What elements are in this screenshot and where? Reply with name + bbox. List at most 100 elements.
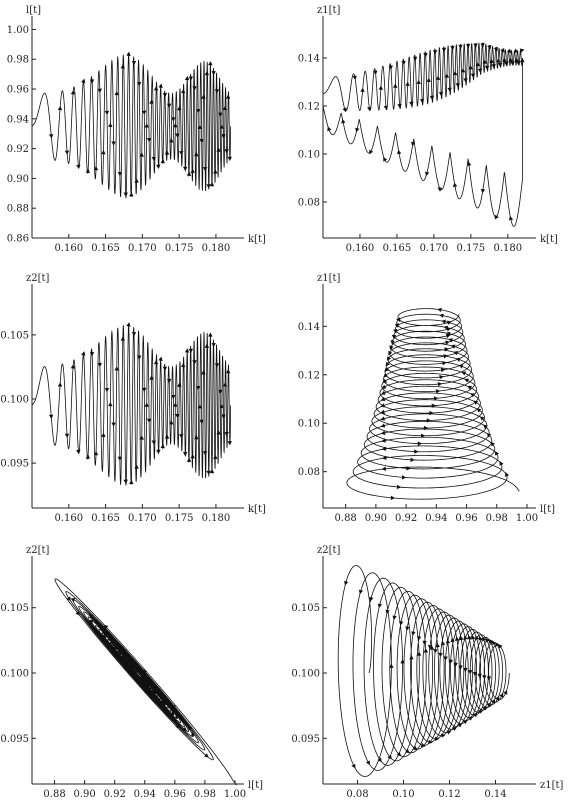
trajectory-arrowhead: [466, 161, 472, 166]
trajectory-arrowhead: [151, 440, 156, 445]
trajectory-arrowhead: [57, 105, 63, 111]
trajectory-arrowhead: [422, 640, 427, 646]
trajectory-arrowhead: [445, 340, 450, 345]
y-tick-label: 0.095: [0, 734, 29, 745]
trajectory-arrowhead: [399, 621, 404, 626]
trajectory-arrowhead: [483, 424, 488, 429]
trajectory-arrowhead: [427, 644, 433, 650]
panel-z2-vs-l: 0.88 0.90 0.92 0.94 0.96 0.98 1.00 0.095 0.100 0.…: [0, 545, 263, 800]
trajectory-arrowhead: [166, 378, 172, 384]
x-tick-label: 0.170: [128, 243, 157, 254]
trajectory-arrowhead: [405, 748, 410, 754]
trajectory-arrowhead: [222, 382, 228, 387]
trajectory-arrowhead: [432, 49, 438, 55]
trajectory-arrowhead: [208, 332, 213, 337]
trajectory-arrowhead: [516, 61, 521, 66]
y-tick-label: 0.96: [7, 85, 29, 96]
trajectory-arrowhead: [390, 495, 396, 500]
trajectory-curve: [31, 53, 232, 200]
trajectory-arrowhead: [151, 156, 156, 162]
trajectory-arrowhead: [502, 57, 507, 63]
trajectory-arrowhead: [117, 171, 123, 177]
trajectory-arrowhead: [397, 149, 402, 155]
trajectory-arrowhead: [495, 695, 500, 701]
trajectory-arrowhead: [208, 61, 213, 66]
trajectory-arrowhead: [388, 65, 393, 70]
x-tick-label: 0.92: [395, 513, 417, 524]
trajectory-arrowhead: [437, 187, 443, 192]
trajectory-arrowhead: [108, 401, 113, 407]
trajectory-arrowhead: [409, 655, 414, 660]
trajectory-arrowhead: [499, 461, 504, 466]
trajectory-arrowhead: [88, 619, 94, 624]
trajectory-arrowhead: [201, 370, 206, 375]
trajectory-arrowhead: [410, 141, 416, 147]
trajectory-arrowhead: [494, 214, 499, 220]
trajectory-arrowhead: [169, 711, 175, 716]
trajectory-arrowhead: [380, 416, 386, 421]
trajectory-arrowhead: [465, 43, 471, 49]
trajectory-arrowhead: [417, 441, 422, 446]
trajectory-arrowhead: [179, 434, 184, 439]
trajectory-arrowhead: [93, 451, 99, 456]
trajectory-arrowhead: [204, 343, 210, 348]
trajectory-arrowhead: [194, 435, 199, 440]
trajectory-arrowhead: [142, 387, 147, 393]
trajectory-arrowhead: [445, 333, 451, 339]
trajectory-arrowhead: [474, 635, 480, 640]
trajectory-arrowhead: [458, 44, 463, 50]
trajectory-arrowhead: [387, 754, 392, 760]
trajectory-arrowhead: [429, 645, 435, 650]
trajectory-arrowhead: [435, 642, 440, 648]
trajectory-arrowhead: [520, 58, 525, 63]
trajectory-arrowhead: [173, 402, 178, 407]
trajectory-arrowhead: [162, 93, 168, 98]
trajectory-arrowhead: [169, 138, 174, 143]
trajectory-arrowhead: [111, 141, 116, 146]
trajectory-arrowhead: [470, 393, 475, 398]
trajectory-arrowhead: [97, 88, 103, 93]
trajectory-arrowhead: [453, 351, 458, 356]
trajectory-arrowhead: [195, 109, 201, 114]
trajectory-arrowhead: [438, 91, 444, 97]
trajectory-arrowhead: [508, 215, 514, 221]
y-tick-label: 0.12: [298, 370, 320, 381]
trajectory-curve: [337, 565, 510, 777]
trajectory-arrowhead: [365, 760, 370, 766]
x-tick-label: 1.00: [224, 789, 246, 800]
trajectory-arrowhead: [342, 107, 347, 113]
trajectory-arrowhead: [151, 689, 156, 694]
trajectory-arrowhead: [488, 638, 493, 644]
trajectory-arrowhead: [184, 348, 190, 353]
trajectory-arrowhead: [120, 64, 125, 69]
trajectory-arrowhead: [493, 46, 498, 52]
x-tick-label: 0.170: [420, 243, 449, 254]
trajectory-arrowhead: [104, 388, 110, 393]
trajectory-arrowhead: [188, 725, 193, 731]
trajectory-arrowhead: [111, 422, 116, 427]
trajectory-arrowhead: [394, 323, 399, 328]
y-axis-label: z1[t]: [317, 5, 341, 16]
trajectory-curve: [31, 324, 232, 486]
trajectory-arrowhead: [463, 667, 468, 673]
trajectory-arrowhead: [143, 679, 149, 684]
trajectory-arrowhead: [446, 320, 452, 325]
y-axis-label: z2[t]: [26, 545, 50, 556]
trajectory-arrowhead: [508, 57, 513, 62]
trajectory-arrowhead: [199, 138, 204, 144]
trajectory-arrowhead: [163, 700, 168, 706]
trajectory-arrowhead: [445, 639, 451, 644]
trajectory-arrowhead: [383, 105, 389, 111]
trajectory-arrowhead: [227, 156, 232, 161]
trajectory-arrowhead: [177, 106, 182, 111]
trajectory-arrowhead: [114, 366, 119, 371]
trajectory-arrowhead: [171, 394, 176, 400]
trajectory-arrowhead: [382, 455, 387, 460]
trajectory-arrowhead: [182, 166, 188, 172]
trajectory-arrowhead: [460, 68, 466, 73]
x-tick-label: 1.00: [516, 513, 538, 524]
trajectory-arrowhead: [153, 86, 159, 91]
trajectory-arrowhead: [429, 410, 434, 416]
trajectory-arrowhead: [450, 344, 456, 349]
trajectory-arrowhead: [450, 637, 455, 643]
